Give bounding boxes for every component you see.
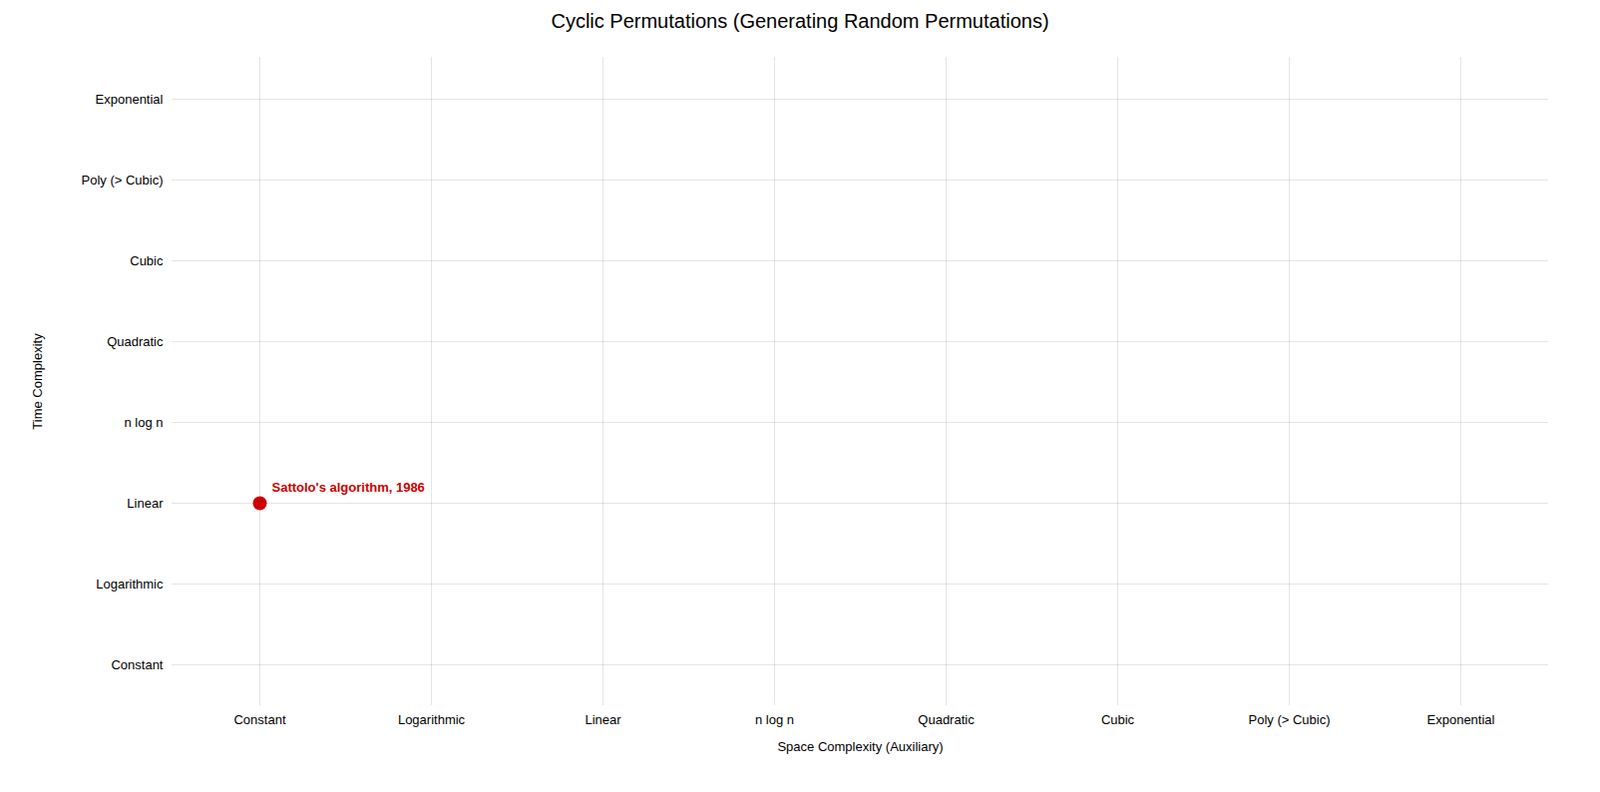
svg-text:Cubic: Cubic — [129, 253, 164, 269]
svg-text:Poly (> Cubic): Poly (> Cubic) — [1248, 712, 1331, 728]
svg-text:Constant: Constant — [110, 657, 163, 673]
svg-text:Space Complexity (Auxiliary): Space Complexity (Auxiliary) — [777, 739, 943, 755]
svg-text:Exponential: Exponential — [95, 91, 164, 107]
svg-text:Quadratic: Quadratic — [917, 712, 975, 728]
svg-text:Logarithmic: Logarithmic — [95, 576, 164, 592]
svg-text:Poly (> Cubic): Poly (> Cubic) — [81, 172, 164, 188]
svg-text:Linear: Linear — [584, 712, 622, 728]
svg-text:n log n: n log n — [755, 712, 795, 728]
svg-text:n log n: n log n — [123, 414, 163, 430]
svg-text:Quadratic: Quadratic — [106, 334, 164, 350]
svg-text:Logarithmic: Logarithmic — [398, 712, 466, 728]
svg-text:Constant: Constant — [233, 712, 286, 728]
svg-text:Sattolo's algorithm, 1986: Sattolo's algorithm, 1986 — [272, 479, 425, 495]
svg-text:Cubic: Cubic — [1101, 712, 1136, 728]
html-text:Cyclic Permutations (Generatin: Cyclic Permutations (Generating Random P… — [551, 9, 1049, 32]
svg-text:Exponential: Exponential — [1427, 712, 1496, 728]
svg-text:Time Complexity: Time Complexity — [29, 333, 45, 430]
svg-text:Linear: Linear — [126, 495, 164, 511]
